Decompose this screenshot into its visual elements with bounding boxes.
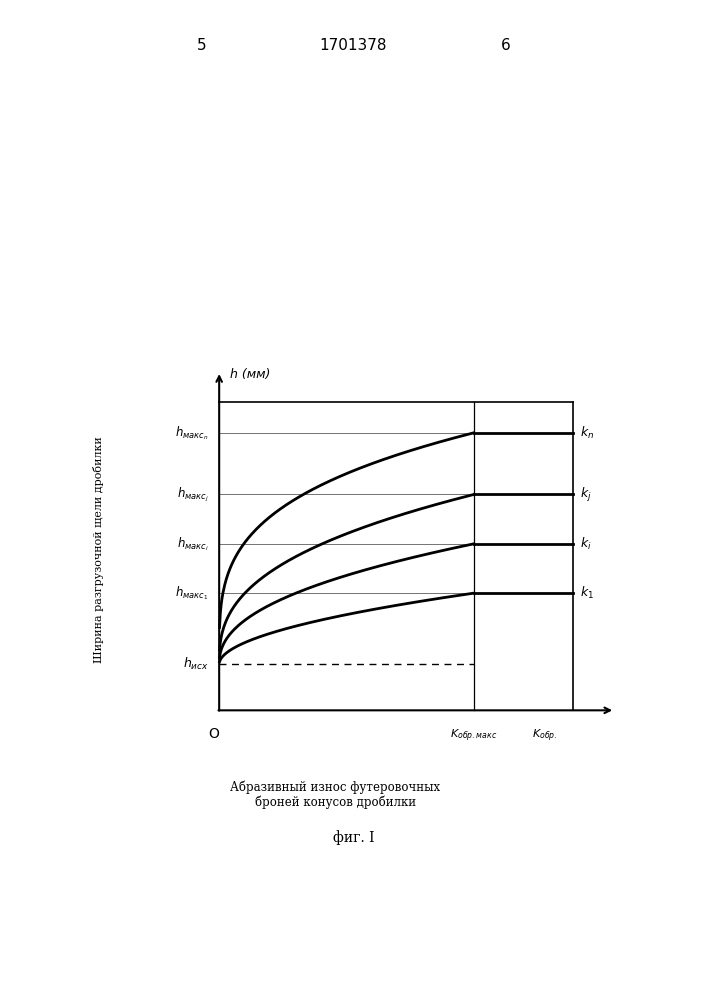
Text: $k_1$: $k_1$ [580,585,594,601]
Text: $h_{\mathit{макс}_j}$: $h_{\mathit{макс}_j}$ [177,485,209,504]
Text: h (мм): h (мм) [230,368,270,381]
Text: $k_j$: $k_j$ [580,486,591,504]
Text: $h_{\mathit{макс}_n}$: $h_{\mathit{макс}_n}$ [175,424,209,442]
Text: $k_n$: $k_n$ [580,425,594,441]
Text: $K_{\mathit{обр.}}$: $K_{\mathit{обр.}}$ [532,727,557,744]
Text: $h_{\mathit{исх}}$: $h_{\mathit{исх}}$ [183,656,209,672]
Text: 6: 6 [501,38,510,53]
Text: фиг. I: фиг. I [333,830,374,845]
Text: O: O [209,727,219,741]
Text: $k_i$: $k_i$ [580,536,591,552]
Text: Абразивный износ футеровочных
броней конусов дробилки: Абразивный износ футеровочных броней кон… [230,780,440,809]
Text: 1701378: 1701378 [320,38,387,53]
Text: $K_{\mathit{обр.макс}}$: $K_{\mathit{обр.макс}}$ [450,727,497,744]
Text: Ширина разгрузочной щели дробилки: Ширина разгрузочной щели дробилки [93,437,105,663]
Text: $h_{\mathit{макс}_1}$: $h_{\mathit{макс}_1}$ [175,584,209,602]
Text: $h_{\mathit{макс}_i}$: $h_{\mathit{макс}_i}$ [177,535,209,553]
Text: 5: 5 [197,38,206,53]
